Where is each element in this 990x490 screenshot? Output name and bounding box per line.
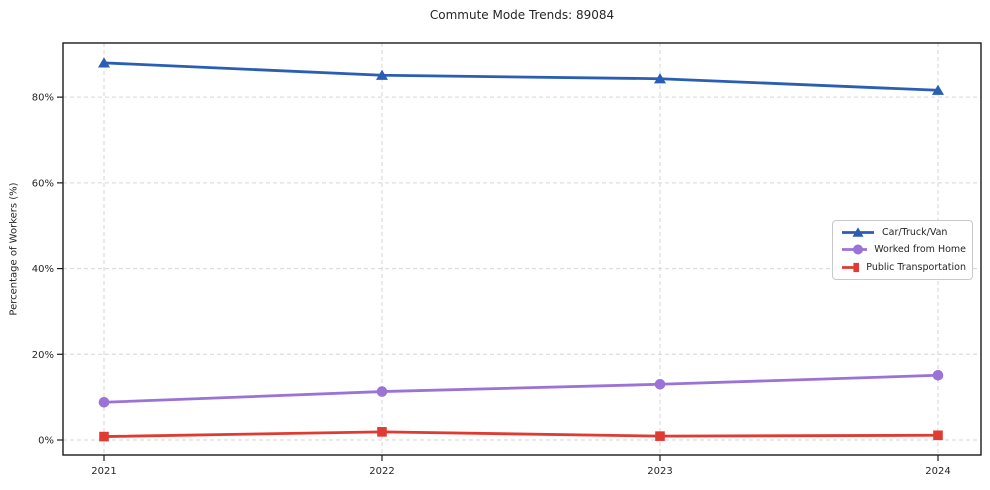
- y-tick-label: 80%: [32, 93, 54, 104]
- legend-circle-marker-icon: [842, 244, 868, 255]
- square-marker: [655, 431, 665, 441]
- x-tick-label: 2021: [91, 466, 116, 477]
- legend-item: Public Transportation: [841, 261, 966, 274]
- legend-triangle-marker-icon: [842, 227, 874, 237]
- legend-item-label: Worked from Home: [874, 244, 966, 256]
- series-line-triangle: [102, 61, 940, 92]
- axes-border: [62, 42, 982, 456]
- legend-item: Worked from Home: [841, 243, 966, 256]
- y-tick-label: 0%: [38, 436, 54, 447]
- legend-item: Car/Truck/Van: [841, 226, 966, 239]
- series-line-square: [102, 430, 940, 438]
- triangle-marker: [98, 57, 110, 68]
- y-tick-label: 40%: [32, 264, 54, 275]
- legend-item-label: Public Transportation: [866, 261, 966, 273]
- y-tick-label: 20%: [32, 350, 54, 361]
- circle-marker: [932, 369, 944, 381]
- x-tick-label: 2024: [925, 466, 950, 477]
- y-tick-label: 60%: [32, 178, 54, 189]
- triangle-marker: [932, 84, 944, 95]
- triangle-marker: [654, 73, 666, 84]
- circle-marker: [376, 386, 388, 397]
- square-marker: [377, 427, 387, 437]
- triangle-marker: [376, 69, 388, 80]
- x-tick-label: 2023: [647, 466, 672, 477]
- legend-item-label: Car/Truck/Van: [882, 227, 948, 239]
- square-marker: [933, 430, 943, 441]
- square-marker: [99, 431, 109, 442]
- legend-square-marker-icon: [842, 262, 860, 272]
- circle-marker: [98, 396, 110, 408]
- chart-title: Commute Mode Trends: 89084: [429, 8, 615, 22]
- x-tick-label: 2022: [369, 466, 394, 477]
- legend: Car/Truck/Van Worked from Home Public Tran…: [832, 220, 973, 280]
- series-line-circle: [102, 373, 940, 404]
- circle-marker: [654, 378, 666, 390]
